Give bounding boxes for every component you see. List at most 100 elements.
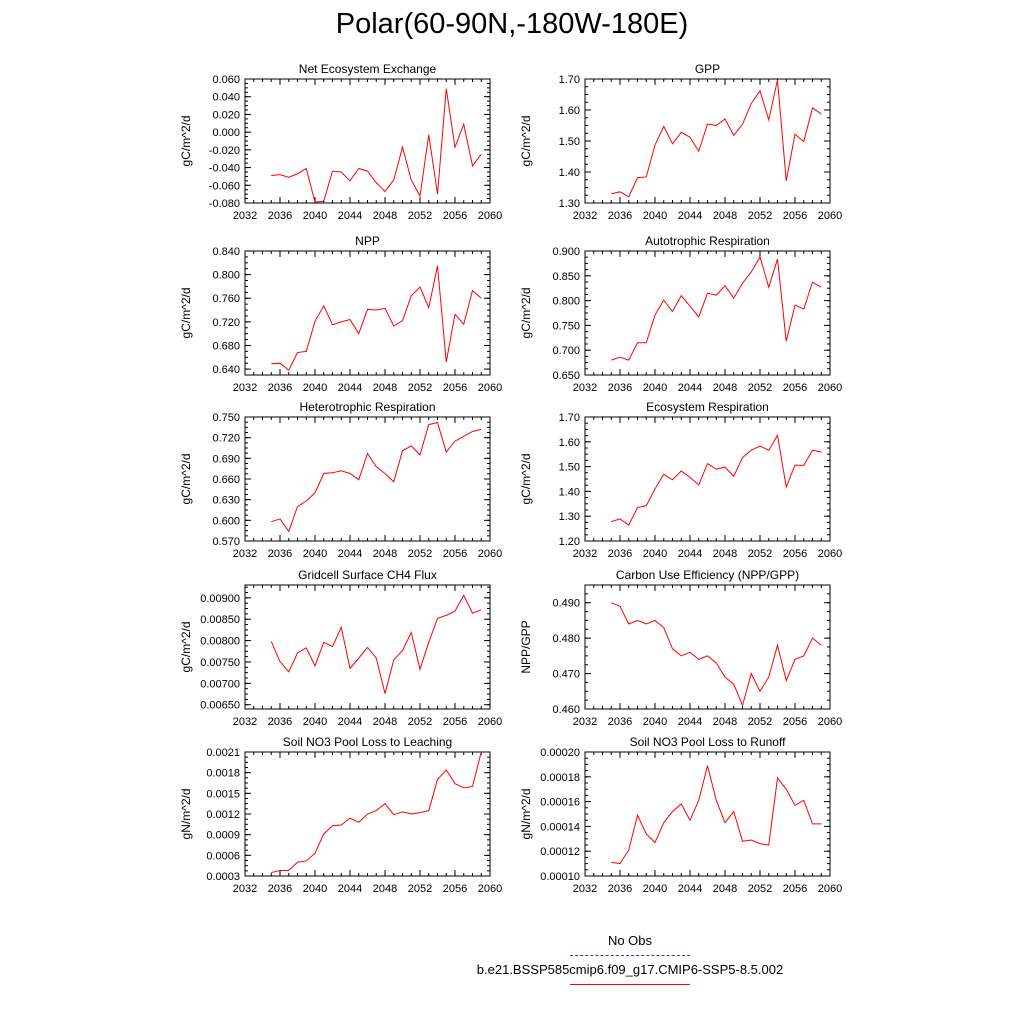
y-tick-label: 1.70	[559, 74, 580, 86]
x-tick-label: 2056	[443, 210, 467, 222]
plot-frame	[244, 250, 491, 376]
y-tick-label: 0.720	[212, 433, 240, 445]
series-line	[611, 79, 822, 198]
x-tick-label: 2052	[748, 548, 772, 560]
x-tick-label: 2060	[478, 210, 502, 222]
y-tick-label: 0.0012	[206, 809, 240, 821]
y-tick-label: 1.60	[559, 437, 580, 449]
plot-frame	[244, 78, 491, 204]
y-tick-label: 1.20	[559, 536, 580, 548]
chart-6: Ecosystem Respiration gC/m^2/d 2032 2036 204…	[519, 400, 842, 560]
chart-title: Net Ecosystem Exchange	[299, 62, 437, 76]
chart-title: GPP	[695, 62, 720, 76]
y-tick-label: 0.800	[212, 270, 240, 282]
chart-7: Gridcell Surface CH4 Flux gC/m^2/d 2032 203…	[179, 568, 502, 728]
x-tick-label: 2060	[478, 883, 502, 895]
x-tick-label: 2048	[373, 210, 397, 222]
x-tick-label: 2032	[233, 716, 257, 728]
y-axis-label: gC/m^2/d	[179, 116, 193, 167]
legend-model-label: b.e21.BSSP585cmip6.f09_g17.CMIP6-SSP5-8.…	[476, 962, 784, 977]
chart-title: Heterotrophic Respiration	[299, 400, 435, 414]
chart-9: Soil NO3 Pool Loss to Leaching gN/m^2/d 20…	[179, 735, 502, 895]
y-tick-label: 0.0003	[206, 871, 240, 883]
y-axis-label: gC/m^2/d	[179, 622, 193, 673]
x-tick-label: 2044	[338, 548, 362, 560]
x-tick-label: 2052	[408, 883, 432, 895]
x-tick-label: 2040	[303, 382, 327, 394]
x-tick-label: 2040	[303, 210, 327, 222]
x-tick-label: 2044	[338, 210, 362, 222]
y-tick-label: 0.00012	[540, 846, 580, 858]
chart-title: Ecosystem Respiration	[646, 400, 769, 414]
chart-title: NPP	[355, 234, 380, 248]
x-tick-label: 2056	[443, 382, 467, 394]
y-tick-label: 0.650	[552, 370, 580, 382]
y-tick-label: 0.00018	[540, 772, 580, 784]
y-tick-label: 1.50	[559, 462, 580, 474]
chart-8: Carbon Use Efficiency (NPP/GPP) NPP/GPP 20…	[519, 568, 842, 728]
chart-5: Heterotrophic Respiration gC/m^2/d 2032 203…	[179, 400, 502, 560]
x-tick-label: 2032	[233, 382, 257, 394]
x-tick-label: 2052	[748, 716, 772, 728]
chart-title: Soil NO3 Pool Loss to Leaching	[283, 735, 452, 749]
x-tick-label: 2048	[713, 716, 737, 728]
x-tick-label: 2032	[233, 210, 257, 222]
x-tick-label: 2032	[573, 716, 597, 728]
x-tick-label: 2036	[268, 883, 292, 895]
x-tick-label: 2048	[713, 548, 737, 560]
x-tick-label: 2052	[748, 210, 772, 222]
x-tick-label: 2048	[373, 382, 397, 394]
y-tick-label: 0.0018	[206, 768, 240, 780]
x-tick-label: 2036	[608, 716, 632, 728]
y-tick-label: 0.000	[212, 127, 240, 139]
y-tick-label: 0.00650	[200, 700, 240, 712]
x-tick-label: 2040	[303, 548, 327, 560]
series-line	[271, 421, 482, 533]
x-tick-label: 2060	[478, 716, 502, 728]
y-tick-label: 1.50	[559, 136, 580, 148]
x-tick-label: 2044	[678, 210, 702, 222]
x-tick-label: 2040	[303, 883, 327, 895]
x-tick-label: 2060	[818, 716, 842, 728]
legend-obs-label: No Obs	[607, 933, 653, 948]
series-line	[270, 594, 482, 694]
y-tick-label: 0.460	[552, 704, 580, 716]
x-tick-label: 2036	[608, 382, 632, 394]
series-line	[271, 88, 482, 203]
y-tick-label: 0.00010	[540, 871, 580, 883]
y-tick-label: 0.020	[212, 109, 240, 121]
y-tick-label: 1.30	[559, 511, 580, 523]
x-tick-label: 2052	[408, 548, 432, 560]
chart-title: Soil NO3 Pool Loss to Runoff	[630, 735, 787, 749]
y-axis-label: gC/m^2/d	[519, 288, 533, 339]
x-tick-label: 2044	[678, 716, 702, 728]
y-axis-label: NPP/GPP	[519, 620, 533, 673]
y-tick-label: 0.00016	[540, 797, 580, 809]
y-tick-label: 0.00020	[540, 747, 580, 759]
y-tick-label: 0.570	[212, 536, 240, 548]
y-tick-label: 0.040	[212, 92, 240, 104]
series-line	[611, 433, 822, 526]
y-tick-label: 0.850	[552, 271, 580, 283]
x-tick-label: 2044	[678, 883, 702, 895]
y-tick-label: 0.0009	[206, 830, 240, 842]
y-tick-label: 0.00014	[540, 821, 580, 833]
chart-1: Net Ecosystem Exchange gC/m^2/d 2032 2036 20…	[179, 62, 502, 222]
chart-10: Soil NO3 Pool Loss to Runoff gN/m^2/d 2032…	[519, 735, 842, 895]
x-tick-label: 2056	[783, 548, 807, 560]
y-tick-label: 0.00700	[200, 678, 240, 690]
x-tick-label: 2052	[408, 382, 432, 394]
x-tick-label: 2036	[268, 210, 292, 222]
y-axis-label: gC/m^2/d	[179, 454, 193, 505]
chart-title: Gridcell Surface CH4 Flux	[298, 568, 437, 582]
legend-obs-line	[570, 955, 690, 956]
y-tick-label: 0.840	[212, 246, 240, 258]
chart-title: Autotrophic Respiration	[645, 234, 770, 248]
y-tick-label: 0.800	[552, 296, 580, 308]
y-tick-label: -0.020	[209, 145, 240, 157]
y-tick-label: 0.700	[552, 345, 580, 357]
y-tick-label: 0.490	[552, 598, 580, 610]
x-tick-label: 2060	[478, 548, 502, 560]
x-tick-label: 2032	[573, 883, 597, 895]
x-tick-label: 2040	[643, 382, 667, 394]
